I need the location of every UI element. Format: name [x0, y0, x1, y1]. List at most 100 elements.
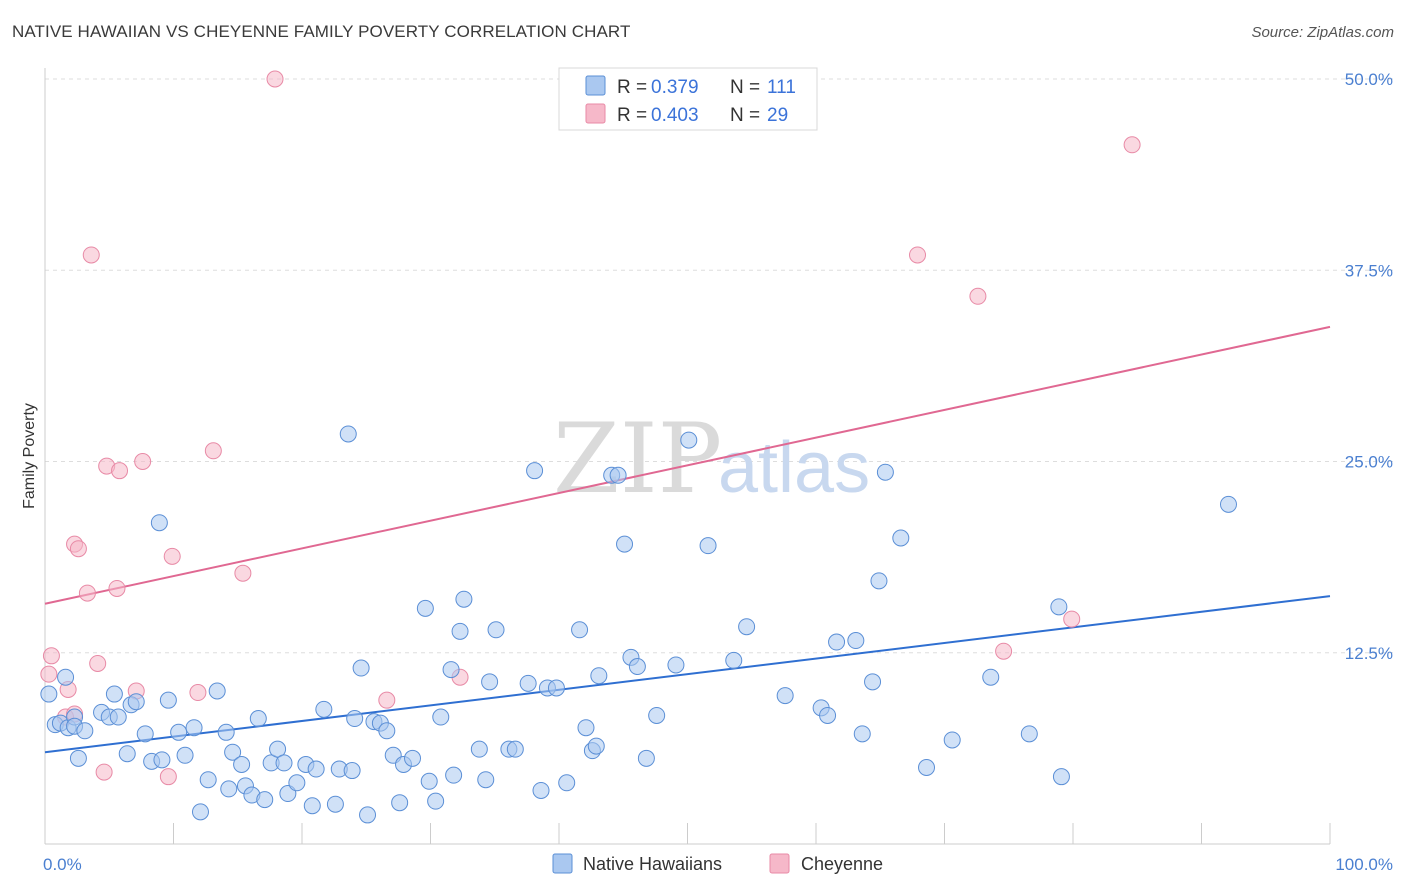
legend-r-label-pink: R = — [617, 105, 647, 126]
data-point-native-hawaiian — [220, 780, 238, 798]
x-tick-marks — [173, 823, 1331, 844]
series-legend-swatch-pink — [769, 853, 790, 874]
data-point-cheyenne — [969, 287, 987, 305]
data-point-native-hawaiian — [127, 693, 145, 711]
data-point-native-hawaiian — [40, 685, 58, 703]
trend-line-cheyenne — [44, 325, 1331, 605]
data-point-native-hawaiian — [481, 673, 499, 691]
data-point-native-hawaiian — [870, 572, 888, 590]
data-point-native-hawaiian — [69, 749, 87, 767]
data-point-native-hawaiian — [391, 794, 409, 812]
data-point-native-hawaiian — [136, 725, 154, 743]
data-point-cheyenne — [95, 763, 113, 781]
x-tick-label-max: 100.0% — [1335, 855, 1393, 874]
data-point-native-hawaiian — [191, 803, 209, 821]
data-point-native-hawaiian — [326, 795, 344, 813]
data-point-native-hawaiian — [725, 651, 743, 669]
legend-r-label-blue: R = — [617, 77, 647, 98]
data-point-cheyenne — [40, 665, 58, 683]
series-legend: Native Hawaiians Cheyenne — [552, 853, 883, 874]
y-tick-label: 50.0% — [1345, 70, 1393, 89]
data-point-native-hawaiian — [876, 463, 894, 481]
data-point-cheyenne — [134, 453, 152, 470]
watermark-atlas: atlas — [718, 428, 870, 508]
x-tick-label-min: 0.0% — [43, 855, 82, 874]
data-point-native-hawaiian — [519, 674, 537, 692]
data-point-native-hawaiian — [416, 599, 434, 617]
data-point-native-hawaiian — [224, 743, 242, 761]
chart-title: NATIVE HAWAIIAN VS CHEYENNE FAMILY POVER… — [12, 22, 631, 41]
data-point-native-hawaiian — [378, 722, 396, 740]
legend-swatch-blue — [585, 75, 606, 96]
data-point-native-hawaiian — [76, 722, 94, 740]
data-point-native-hawaiian — [637, 749, 655, 767]
cheyenne-points — [40, 70, 1141, 786]
data-point-native-hawaiian — [303, 797, 321, 815]
data-point-native-hawaiian — [420, 772, 438, 790]
native-hawaiian-points — [40, 425, 1237, 824]
data-point-native-hawaiian — [918, 759, 936, 776]
data-point-native-hawaiian — [558, 774, 576, 792]
data-point-native-hawaiian — [256, 791, 274, 809]
data-point-native-hawaiian — [648, 706, 666, 724]
data-point-native-hawaiian — [864, 673, 882, 691]
data-point-cheyenne — [234, 564, 252, 582]
data-point-cheyenne — [163, 547, 181, 565]
data-point-native-hawaiian — [609, 466, 627, 484]
data-point-cheyenne — [42, 647, 60, 665]
data-point-native-hawaiian — [159, 691, 177, 709]
series-legend-label-blue: Native Hawaiians — [583, 854, 722, 874]
data-point-cheyenne — [82, 246, 100, 264]
data-point-native-hawaiian — [233, 755, 251, 773]
legend-n-value-pink: 29 — [767, 105, 788, 126]
data-point-cheyenne — [378, 691, 396, 709]
data-point-native-hawaiian — [577, 719, 595, 737]
data-point-cheyenne — [89, 654, 107, 672]
legend-r-value-blue: 0.379 — [651, 77, 699, 98]
source-label: Source: ZipAtlas.com — [1251, 24, 1394, 41]
data-point-native-hawaiian — [451, 622, 469, 640]
data-point-cheyenne — [266, 70, 284, 88]
data-point-cheyenne — [204, 442, 222, 460]
data-point-native-hawaiian — [590, 667, 608, 685]
watermark-zip: ZIP — [553, 403, 722, 515]
data-point-cheyenne — [189, 684, 207, 702]
data-point-native-hawaiian — [680, 431, 698, 449]
data-point-cheyenne — [108, 579, 126, 597]
data-point-native-hawaiian — [432, 708, 450, 726]
data-point-native-hawaiian — [176, 746, 194, 764]
trend-lines — [44, 325, 1331, 754]
data-point-native-hawaiian — [359, 806, 377, 824]
data-point-native-hawaiian — [699, 537, 717, 555]
data-point-native-hawaiian — [275, 754, 293, 772]
data-point-native-hawaiian — [404, 749, 422, 767]
data-point-native-hawaiian — [153, 751, 171, 769]
data-point-native-hawaiian — [307, 760, 325, 778]
data-point-native-hawaiian — [346, 710, 364, 728]
data-point-native-hawaiian — [249, 710, 267, 728]
data-point-native-hawaiian — [1050, 598, 1068, 616]
data-point-native-hawaiian — [892, 529, 910, 547]
legend-r-value-pink: 0.403 — [651, 105, 699, 126]
data-point-native-hawaiian — [506, 740, 524, 758]
data-point-native-hawaiian — [199, 771, 217, 789]
data-point-native-hawaiian — [738, 618, 756, 636]
data-point-native-hawaiian — [853, 725, 871, 743]
data-point-native-hawaiian — [118, 745, 136, 763]
data-point-native-hawaiian — [470, 740, 488, 758]
data-point-native-hawaiian — [1219, 495, 1237, 513]
data-point-cheyenne — [159, 768, 177, 786]
y-tick-labels: 12.5% 25.0% 37.5% 50.0% — [1345, 70, 1393, 663]
data-point-native-hawaiian — [105, 685, 123, 703]
series-legend-label-pink: Cheyenne — [801, 854, 883, 874]
legend-n-label-blue: N = — [730, 77, 760, 98]
y-tick-label: 37.5% — [1345, 261, 1393, 280]
data-point-native-hawaiian — [150, 514, 168, 532]
data-point-native-hawaiian — [269, 740, 287, 758]
data-point-native-hawaiian — [1020, 725, 1038, 743]
data-point-native-hawaiian — [828, 633, 846, 651]
data-point-cheyenne — [111, 462, 129, 480]
data-point-native-hawaiian — [315, 700, 333, 718]
data-point-cheyenne — [909, 246, 927, 264]
